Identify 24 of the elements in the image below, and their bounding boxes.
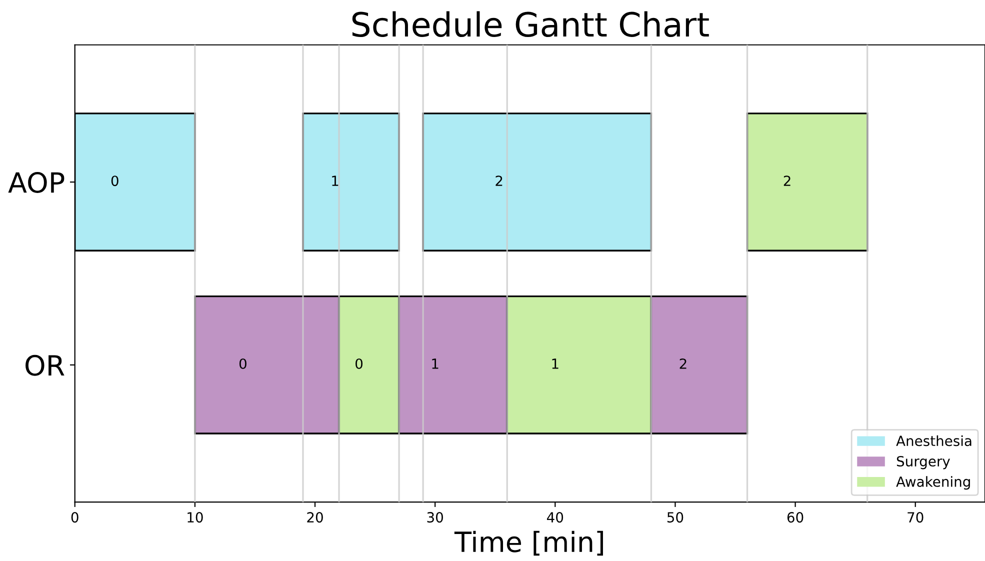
- annotation: 1: [552, 358, 558, 369]
- x-tick-label: 20: [307, 512, 323, 523]
- x-tick-label: 0: [71, 512, 78, 523]
- chart-title: Schedule Gantt Chart: [352, 11, 709, 38]
- legend-label: Awakening: [896, 476, 970, 490]
- annotation: 1: [332, 176, 338, 186]
- x-tick-label: 30: [427, 512, 443, 523]
- x-tick-label: 40: [546, 512, 564, 523]
- x-tick-label: 50: [667, 512, 684, 523]
- x-tick-label: 10: [188, 512, 203, 523]
- x-axis-title: Time [min]: [454, 530, 603, 556]
- legend-label: Anesthesia: [896, 435, 972, 446]
- x-tick-label: 70: [908, 512, 924, 523]
- annotation: 0: [111, 176, 118, 186]
- annotation: 2: [784, 176, 790, 186]
- annotation: 2: [680, 358, 686, 369]
- annotation: 0: [239, 358, 246, 369]
- annotation: 2: [496, 176, 502, 186]
- annotation: 1: [432, 358, 438, 369]
- x-tick-label: 60: [787, 512, 804, 523]
- legend-label: Surgery: [896, 456, 950, 470]
- y-tick-label: OR: [26, 354, 64, 376]
- y-tick-label: AOP: [8, 172, 64, 193]
- annotation: 0: [356, 358, 363, 369]
